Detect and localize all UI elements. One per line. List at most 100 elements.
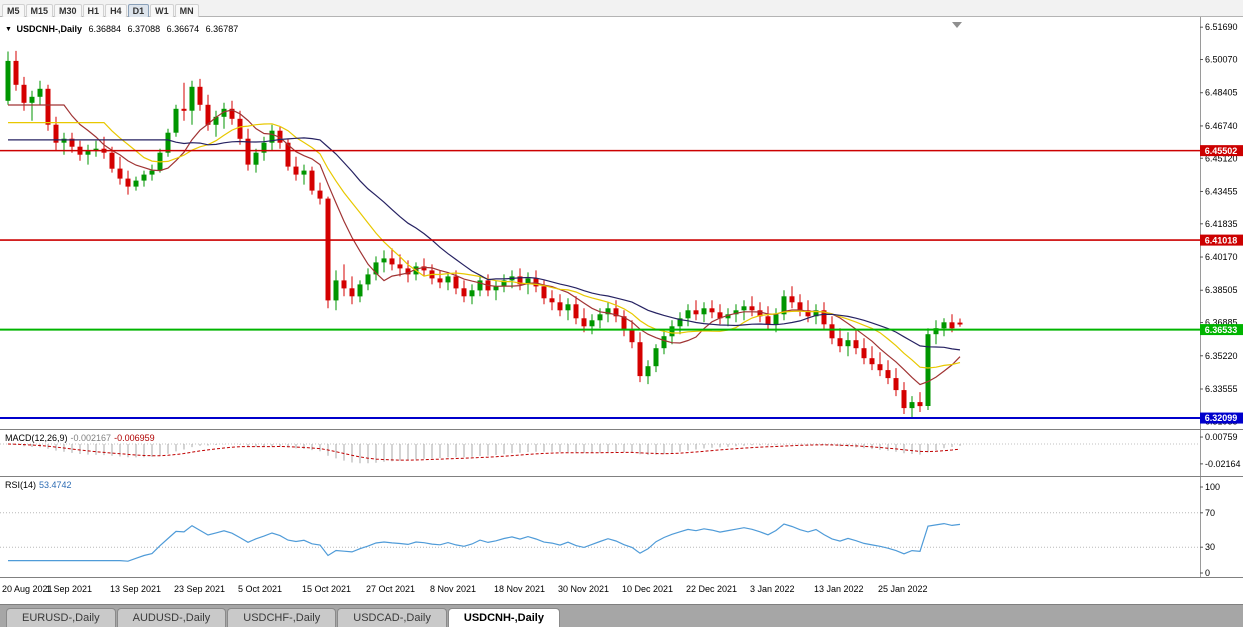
candle-body: [798, 302, 803, 310]
candle-body: [774, 314, 779, 324]
macd-pane[interactable]: 0.00759-0.02164: [0, 430, 1243, 477]
candle-body: [950, 322, 955, 328]
rsi-pane[interactable]: 10070300: [0, 477, 1243, 578]
candle-body: [566, 304, 571, 310]
timeframe-button-m15[interactable]: M15: [26, 4, 54, 18]
tab-usdcnh[interactable]: USDCNH-,Daily: [448, 608, 560, 627]
svg-text:6.41018: 6.41018: [1205, 235, 1238, 245]
candle-body: [918, 402, 923, 406]
candle-body: [750, 306, 755, 310]
candle-body: [38, 89, 43, 97]
svg-text:6.36533: 6.36533: [1205, 325, 1238, 335]
macd-signal-line: [8, 444, 960, 460]
candle-body: [862, 348, 867, 358]
candle-body: [590, 320, 595, 326]
tab-audusd[interactable]: AUDUSD-,Daily: [117, 608, 227, 627]
main-price-pane[interactable]: 6.516906.500706.484056.467406.451206.434…: [0, 17, 1243, 430]
timeframe-button-d1[interactable]: D1: [128, 4, 150, 18]
timeframe-button-h1[interactable]: H1: [83, 4, 105, 18]
timeframe-button-w1[interactable]: W1: [150, 4, 174, 18]
date-label: 13 Jan 2022: [814, 584, 864, 594]
date-label: 25 Jan 2022: [878, 584, 928, 594]
candle-body: [302, 171, 307, 175]
macd-signal-value: -0.006959: [114, 433, 155, 443]
candle-body: [22, 85, 27, 103]
date-label: 3 Jan 2022: [750, 584, 795, 594]
candle-body: [118, 169, 123, 179]
candle-body: [110, 153, 115, 169]
candle-body: [710, 308, 715, 312]
price-axis-label: 6.33555: [1205, 384, 1238, 394]
rsi-axis-label: 100: [1205, 482, 1220, 492]
date-label: 23 Sep 2021: [174, 584, 225, 594]
date-label: 8 Nov 2021: [430, 584, 476, 594]
date-label: 22 Dec 2021: [686, 584, 737, 594]
price-axis-label: 6.51690: [1205, 22, 1238, 32]
candle-body: [198, 87, 203, 105]
candle-body: [742, 306, 747, 310]
svg-text:6.32099: 6.32099: [1205, 413, 1238, 423]
candle-body: [398, 264, 403, 268]
candle-body: [542, 286, 547, 298]
candle-body: [150, 171, 155, 175]
candle-body: [366, 274, 371, 284]
moving-average-13: [8, 123, 960, 368]
ohlc-high: 6.37088: [128, 24, 161, 34]
candle-body: [582, 318, 587, 326]
timeframe-toolbar: M5M15M30H1H4D1W1MN: [0, 0, 1243, 17]
candle-body: [830, 324, 835, 338]
tab-eurusd[interactable]: EURUSD-,Daily: [6, 608, 116, 627]
symbol-title: USDCNH-,Daily: [16, 24, 82, 34]
candle-body: [686, 310, 691, 318]
price-axis-label: 6.50070: [1205, 54, 1238, 64]
candle-body: [310, 171, 315, 191]
candle-body: [326, 199, 331, 301]
candle-body: [702, 308, 707, 314]
candle-body: [694, 310, 699, 314]
candle-body: [190, 87, 195, 111]
candle-body: [254, 153, 259, 165]
candle-body: [670, 326, 675, 336]
candle-body: [838, 338, 843, 346]
candle-body: [462, 288, 467, 296]
rsi-value: 53.4742: [39, 480, 72, 490]
candle-body: [926, 334, 931, 406]
date-label: 27 Oct 2021: [366, 584, 415, 594]
candle-body: [854, 340, 859, 348]
tab-usdcad[interactable]: USDCAD-,Daily: [337, 608, 447, 627]
candle-body: [470, 290, 475, 296]
candle-body: [174, 109, 179, 133]
candle-body: [550, 298, 555, 302]
ohlc-open: 6.36884: [88, 24, 121, 34]
candle-body: [6, 61, 11, 101]
timeframe-button-h4[interactable]: H4: [105, 4, 127, 18]
chart-shift-marker[interactable]: [952, 22, 962, 28]
candle-body: [334, 280, 339, 300]
rsi-title: RSI(14): [5, 480, 36, 490]
candle-body: [126, 179, 131, 187]
symbol-dropdown-icon[interactable]: ▼: [5, 26, 12, 33]
date-axis: 20 Aug 20211 Sep 202113 Sep 202123 Sep 2…: [0, 578, 1243, 604]
candle-body: [382, 258, 387, 262]
mt4-window: M5M15M30H1H4D1W1MN 6.516906.500706.48405…: [0, 0, 1243, 627]
chart-area[interactable]: 6.516906.500706.484056.467406.451206.434…: [0, 17, 1243, 604]
price-axis-label: 6.35220: [1205, 351, 1238, 361]
timeframe-button-mn[interactable]: MN: [175, 4, 199, 18]
candle-body: [894, 378, 899, 390]
candle-body: [942, 322, 947, 328]
timeframe-button-m30[interactable]: M30: [54, 4, 82, 18]
candle-body: [350, 288, 355, 296]
timeframe-button-m5[interactable]: M5: [2, 4, 25, 18]
candle-body: [878, 364, 883, 370]
candle-body: [646, 366, 651, 376]
price-axis-label: 6.38505: [1205, 285, 1238, 295]
date-label: 5 Oct 2021: [238, 584, 282, 594]
macd-axis-label: 0.00759: [1205, 432, 1238, 442]
ohlc-low: 6.36674: [167, 24, 200, 34]
rsi-line: [8, 524, 960, 562]
date-label: 18 Nov 2021: [494, 584, 545, 594]
rsi-axis-label: 0: [1205, 568, 1210, 578]
candle-body: [46, 89, 51, 125]
date-label: 15 Oct 2021: [302, 584, 351, 594]
tab-usdchf[interactable]: USDCHF-,Daily: [227, 608, 336, 627]
